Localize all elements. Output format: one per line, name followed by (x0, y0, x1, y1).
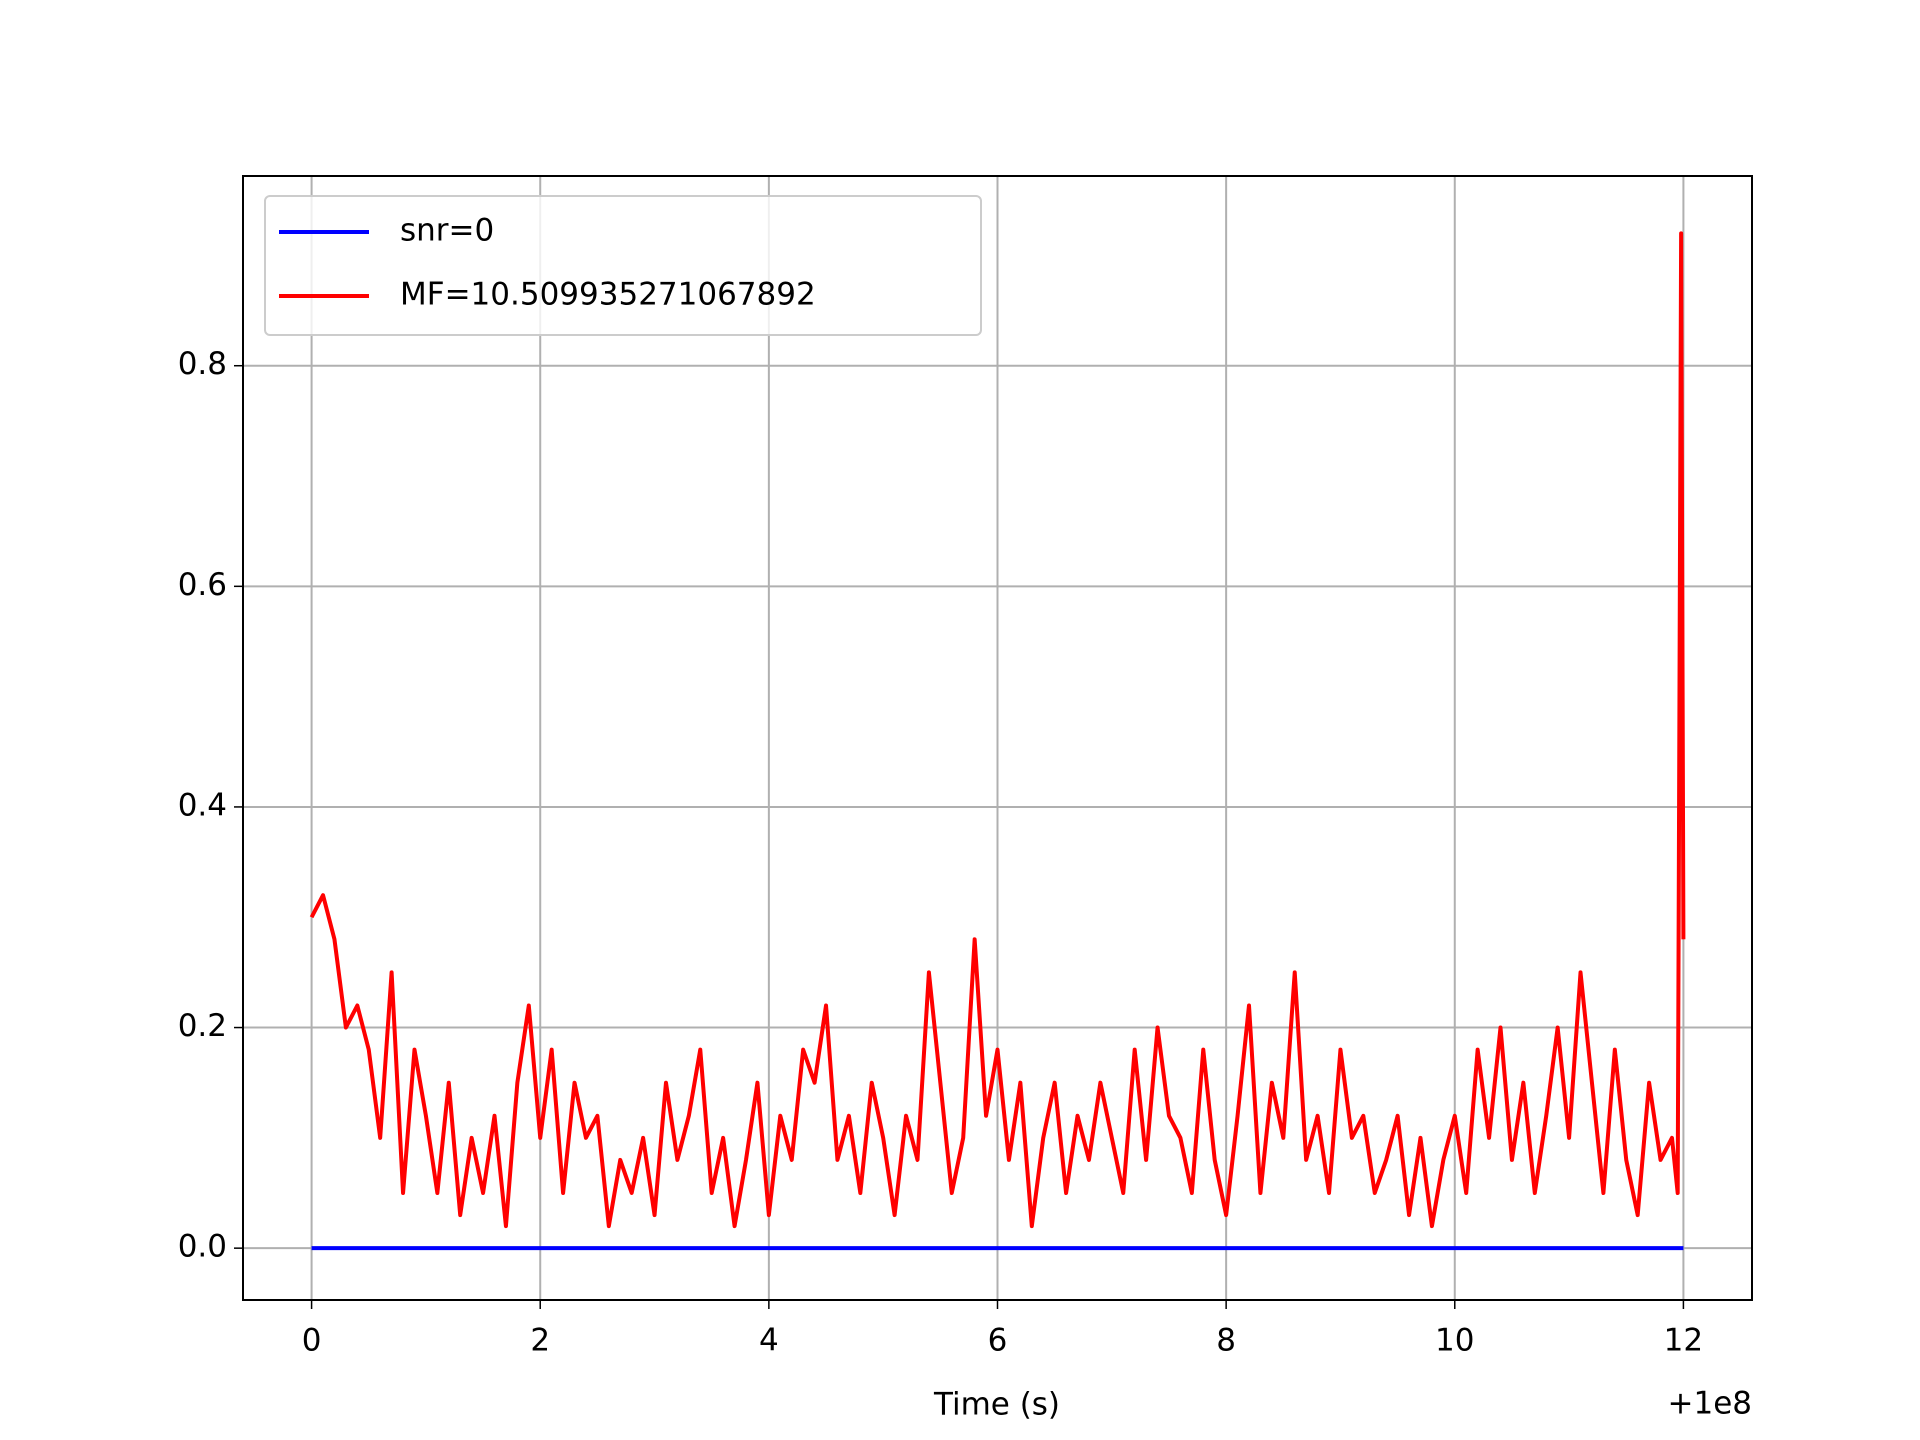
y-tick-label: 0.6 (178, 567, 227, 603)
y-tick-label: 0.0 (178, 1229, 227, 1265)
x-tick-label: 8 (1216, 1323, 1236, 1359)
y-tick-label: 0.8 (178, 346, 227, 382)
x-tick-label: 6 (988, 1323, 1008, 1359)
legend-label: snr=0 (400, 213, 494, 249)
y-tick-label: 0.4 (178, 787, 227, 823)
y-tick-label: 0.2 (178, 1008, 227, 1044)
x-axis-label: Time (s) (933, 1387, 1060, 1423)
x-tick-label: 0 (302, 1323, 322, 1359)
x-tick-label: 12 (1664, 1323, 1703, 1359)
legend-box (264, 195, 982, 336)
line-series (309, 231, 1686, 1229)
x-tick-label: 10 (1435, 1323, 1474, 1359)
x-offset-label: +1e8 (1668, 1386, 1753, 1422)
x-tick-label: 4 (759, 1323, 779, 1359)
legend-label: MF=10.509935271067892 (400, 277, 816, 313)
x-tick-label: 2 (530, 1323, 550, 1359)
plot-frame (242, 175, 1753, 1301)
